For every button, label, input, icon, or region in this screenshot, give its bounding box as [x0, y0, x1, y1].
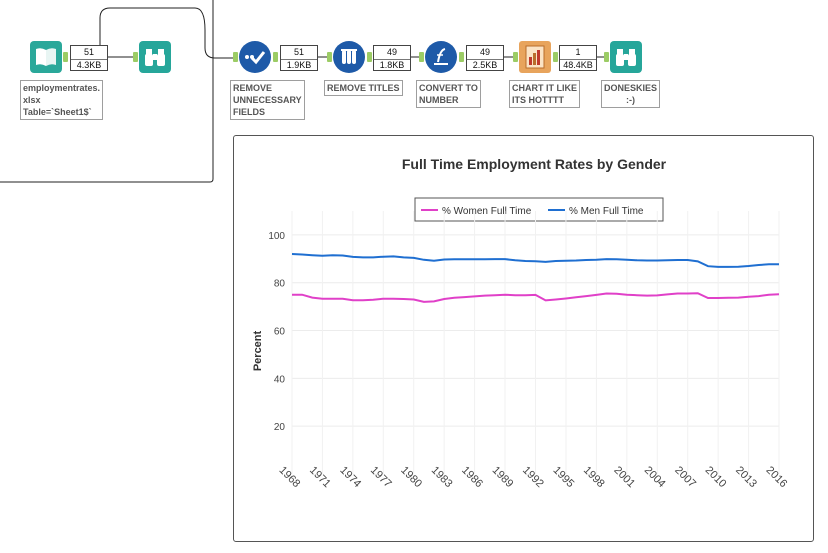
- output-anchor[interactable]: [63, 52, 68, 62]
- record-count-badge: 1 48.4KB: [559, 45, 597, 71]
- x-tick-label: 2001: [611, 464, 637, 490]
- chart-title: Full Time Employment Rates by Gender: [402, 156, 667, 172]
- x-tick-label: 2007: [672, 464, 698, 490]
- test-tubes-icon: [341, 49, 357, 64]
- input-anchor[interactable]: [233, 52, 238, 62]
- x-tick-label: 1974: [337, 464, 363, 490]
- y-axis-label: Percent: [252, 330, 264, 371]
- x-tick-label: 1998: [581, 464, 607, 490]
- output-anchor[interactable]: [459, 52, 464, 62]
- legend-label-women: % Women Full Time: [442, 206, 532, 217]
- formula-icon: [434, 48, 448, 65]
- data-size: 4.3KB: [71, 59, 107, 71]
- x-axis-ticks: 1968 1971 1974 1977 1980 1983 1986 1989 1992 1995…: [277, 464, 790, 490]
- legend-label-men: % Men Full Time: [569, 206, 644, 217]
- y-axis-ticks: 20 40 60 80 100: [268, 231, 285, 433]
- y-tick-label: 100: [268, 231, 285, 242]
- browse-tool-label[interactable]: DONESKIES :-): [601, 80, 661, 108]
- output-anchor[interactable]: [553, 52, 558, 62]
- x-tick-label: 2010: [703, 464, 729, 490]
- select-tool-label[interactable]: REMOVE UNNECESSARY FIELDS: [230, 80, 305, 120]
- chart-series: [291, 253, 780, 303]
- chart-icon: [525, 45, 545, 69]
- input-data-tool[interactable]: [30, 41, 62, 73]
- browse-tool-2[interactable]: [610, 41, 642, 73]
- input-tool-label[interactable]: employmentrates. xlsx Table=`Sheet1$`: [20, 80, 104, 120]
- record-count-badge: 51 4.3KB: [70, 45, 108, 71]
- input-anchor[interactable]: [419, 52, 424, 62]
- chart-grid: [291, 211, 780, 474]
- checkmark-icon: [245, 51, 266, 65]
- y-tick-label: 40: [274, 374, 286, 385]
- x-tick-label: 1971: [307, 464, 333, 490]
- input-anchor[interactable]: [133, 52, 138, 62]
- chart-legend: % Women Full Time % Men Full Time: [414, 197, 664, 222]
- chart-tool-label[interactable]: CHART IT LIKE ITS HOTTTT: [509, 80, 580, 108]
- record-count-badge: 51 1.9KB: [280, 45, 318, 71]
- x-tick-label: 1968: [277, 464, 303, 490]
- x-tick-label: 1992: [520, 464, 546, 490]
- chart-tool[interactable]: [519, 41, 551, 73]
- output-anchor[interactable]: [273, 52, 278, 62]
- series-line-men: [291, 253, 779, 268]
- y-tick-label: 20: [274, 422, 286, 433]
- record-count: 1: [575, 47, 581, 57]
- data-size: 1.8KB: [374, 59, 410, 71]
- sample-tool[interactable]: [333, 41, 365, 73]
- x-tick-label: 1977: [368, 464, 394, 490]
- x-tick-label: 1995: [551, 464, 577, 490]
- y-tick-label: 60: [274, 327, 286, 338]
- chart-output-panel: Full Time Employment Rates by Gender % W…: [233, 135, 814, 542]
- select-tool[interactable]: [239, 41, 271, 73]
- book-icon: [36, 48, 56, 66]
- browse-tool-1[interactable]: [139, 41, 171, 73]
- formula-tool[interactable]: [425, 41, 457, 73]
- formula-tool-label[interactable]: CONVERT TO NUMBER: [416, 80, 481, 108]
- record-count-badge: 49 1.8KB: [373, 45, 411, 71]
- data-size: 2.5KB: [467, 59, 503, 71]
- record-count: 51: [293, 47, 304, 57]
- binoculars-icon: [145, 49, 165, 66]
- y-tick-label: 80: [274, 279, 286, 290]
- x-tick-label: 2016: [764, 464, 790, 490]
- x-tick-label: 1986: [459, 464, 485, 490]
- output-anchor[interactable]: [367, 52, 372, 62]
- series-line-women: [292, 292, 780, 303]
- line-chart: Full Time Employment Rates by Gender % W…: [252, 156, 790, 490]
- record-count: 49: [479, 47, 490, 57]
- x-tick-label: 2013: [733, 464, 759, 490]
- record-count: 51: [83, 47, 94, 57]
- record-count-badge: 49 2.5KB: [466, 45, 504, 71]
- input-anchor[interactable]: [513, 52, 518, 62]
- sample-tool-label[interactable]: REMOVE TITLES: [324, 80, 403, 96]
- legend-box: [414, 197, 664, 222]
- record-count: 49: [386, 47, 397, 57]
- data-size: 48.4KB: [560, 59, 596, 71]
- data-size: 1.9KB: [281, 59, 317, 71]
- input-anchor[interactable]: [327, 52, 332, 62]
- x-tick-label: 1983: [429, 464, 455, 490]
- x-tick-label: 2004: [642, 464, 668, 490]
- binoculars-icon: [616, 49, 636, 66]
- connection-wire-input-to-select: [99, 7, 233, 59]
- input-anchor[interactable]: [604, 52, 609, 62]
- x-tick-label: 1989: [490, 464, 516, 490]
- container-outline: [0, 0, 214, 183]
- x-tick-label: 1980: [398, 464, 424, 490]
